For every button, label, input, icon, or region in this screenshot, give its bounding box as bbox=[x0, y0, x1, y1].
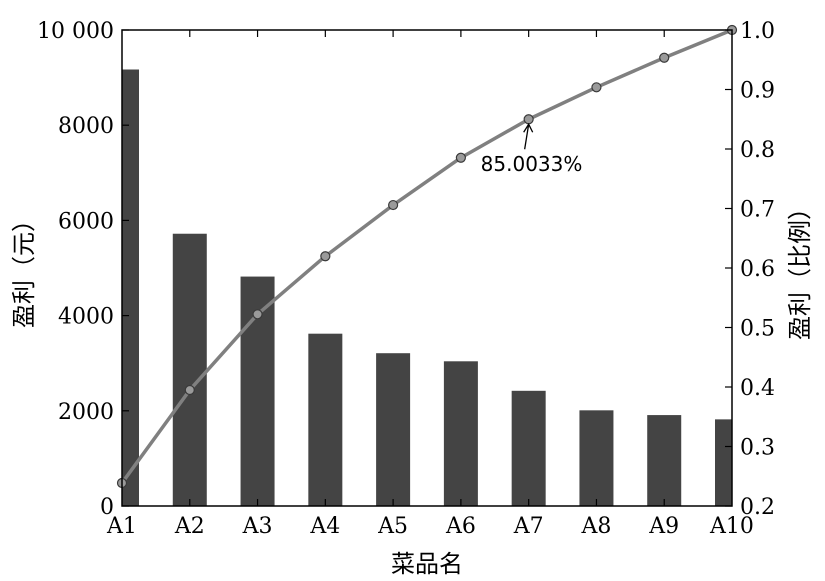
x-tick-label: A10 bbox=[709, 514, 754, 539]
point-A9 bbox=[659, 52, 670, 63]
x-axis-title: 菜品名 bbox=[391, 550, 463, 578]
bar-A4 bbox=[308, 333, 343, 506]
plot-frame bbox=[121, 29, 733, 507]
point-A5 bbox=[388, 199, 399, 211]
y-right-tick-label: 1.0 bbox=[740, 19, 775, 44]
x-tick-label: A7 bbox=[513, 514, 544, 539]
bar-A8 bbox=[579, 410, 614, 506]
cumulative-line bbox=[120, 28, 733, 485]
y-right-tick-label: 0.2 bbox=[740, 495, 775, 520]
x-tick-label: A3 bbox=[242, 514, 273, 539]
x-tick-label: A8 bbox=[580, 514, 611, 539]
point-A4 bbox=[320, 251, 331, 262]
y-right-tick-label: 0.8 bbox=[740, 138, 775, 163]
line-group bbox=[116, 24, 738, 489]
y-left-tick-label: 4000 bbox=[58, 305, 114, 330]
y-axis-right-title: 盈利（比例） bbox=[786, 196, 814, 340]
tick-labels-group: 0 2000 4000 6000 8000 10 000 0.2 0.3 0.4 0.5 0.6 0.… bbox=[37, 19, 775, 539]
ticks-group bbox=[122, 29, 732, 507]
bar-A1 bbox=[122, 69, 139, 507]
y-left-tick-label: 0 bbox=[100, 495, 114, 520]
x-tick-label: A2 bbox=[174, 514, 205, 539]
bar-A2 bbox=[172, 233, 207, 506]
point-A6 bbox=[455, 152, 466, 163]
annotation-label: 85.0033% bbox=[481, 152, 583, 176]
bar-A9 bbox=[647, 415, 682, 506]
point-A3 bbox=[252, 309, 263, 320]
annotation-arrow bbox=[524, 124, 530, 150]
x-tick-label: A4 bbox=[309, 514, 340, 539]
y-left-tick-label: 10 000 bbox=[37, 19, 114, 44]
y-right-tick-label: 0.4 bbox=[740, 376, 775, 401]
y-left-tick-label: 2000 bbox=[58, 400, 114, 425]
y-right-tick-label: 0.9 bbox=[740, 79, 775, 104]
bars-group bbox=[122, 69, 732, 507]
bar-A5 bbox=[376, 353, 411, 506]
y-left-tick-label: 6000 bbox=[58, 209, 114, 234]
point-A7 bbox=[523, 114, 534, 125]
y-right-tick-label: 0.7 bbox=[740, 198, 775, 223]
x-tick-label: A6 bbox=[445, 514, 476, 539]
x-tick-label: A9 bbox=[648, 514, 679, 539]
bar-A7 bbox=[511, 390, 546, 506]
annotation-arrowhead bbox=[523, 122, 534, 133]
x-tick-label: A1 bbox=[106, 514, 137, 539]
y-right-tick-label: 0.6 bbox=[740, 257, 775, 282]
x-tick-label: A5 bbox=[377, 514, 408, 539]
point-A8 bbox=[591, 82, 602, 93]
y-left-tick-label: 8000 bbox=[58, 114, 114, 139]
y-axis-left-title: 盈利（元） bbox=[10, 208, 38, 328]
y-right-tick-label: 0.5 bbox=[740, 317, 775, 342]
bar-A10 bbox=[715, 419, 732, 506]
point-A2 bbox=[184, 384, 195, 396]
bar-A6 bbox=[443, 361, 478, 506]
annotation-group: 85.0033% bbox=[481, 122, 583, 176]
y-right-tick-label: 0.3 bbox=[740, 436, 775, 461]
